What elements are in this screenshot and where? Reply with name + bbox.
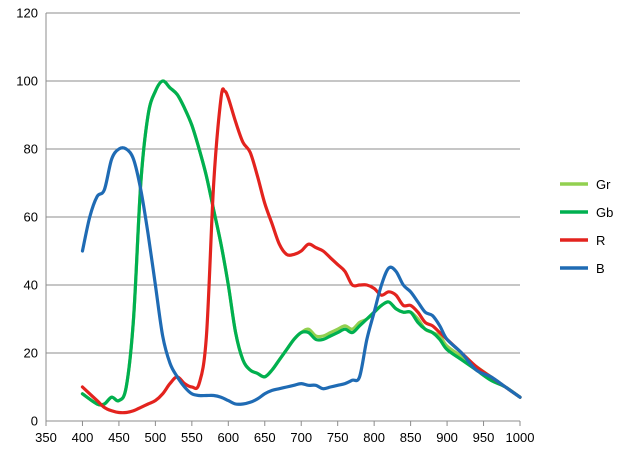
series-line-r [80,87,522,415]
y-tick-labels: 0 20 40 60 80 100 120 [16,6,38,429]
y-tick-label: 20 [24,346,38,361]
legend-label-gb: Gb [596,205,613,220]
series-lines [80,79,522,415]
x-tick-label: 800 [363,430,385,445]
gridlines [46,12,520,354]
x-tick-label: 600 [217,430,239,445]
x-tick-label: 550 [181,430,203,445]
y-tick-label: 80 [24,142,38,157]
x-tick-label: 850 [400,430,422,445]
x-tick-label: 400 [72,430,94,445]
x-tick-label: 350 [35,430,57,445]
y-tick-label: 60 [24,210,38,225]
y-tick-label: 120 [16,6,38,21]
x-tick-label: 900 [436,430,458,445]
y-tick-label: 0 [31,414,38,429]
legend-label-b: B [596,261,605,276]
x-tick-label: 950 [473,430,495,445]
series-line-b [80,146,522,406]
x-tick-label: 1000 [506,430,535,445]
legend-label-gr: Gr [596,177,611,192]
y-tick-label: 100 [16,74,38,89]
y-tick-label: 40 [24,278,38,293]
x-tick-labels: 350 400 450 500 550 600 650 700 750 800 850 900 950 1… [35,421,534,445]
x-tick-label: 750 [327,430,349,445]
legend-label-r: R [596,233,605,248]
axes [45,13,520,422]
series-line-gb [80,79,522,407]
x-tick-label: 650 [254,430,276,445]
legend: Gr Gb RB [560,177,613,276]
x-tick-label: 500 [145,430,167,445]
x-tick-label: 450 [108,430,130,445]
x-tick-label: 700 [290,430,312,445]
